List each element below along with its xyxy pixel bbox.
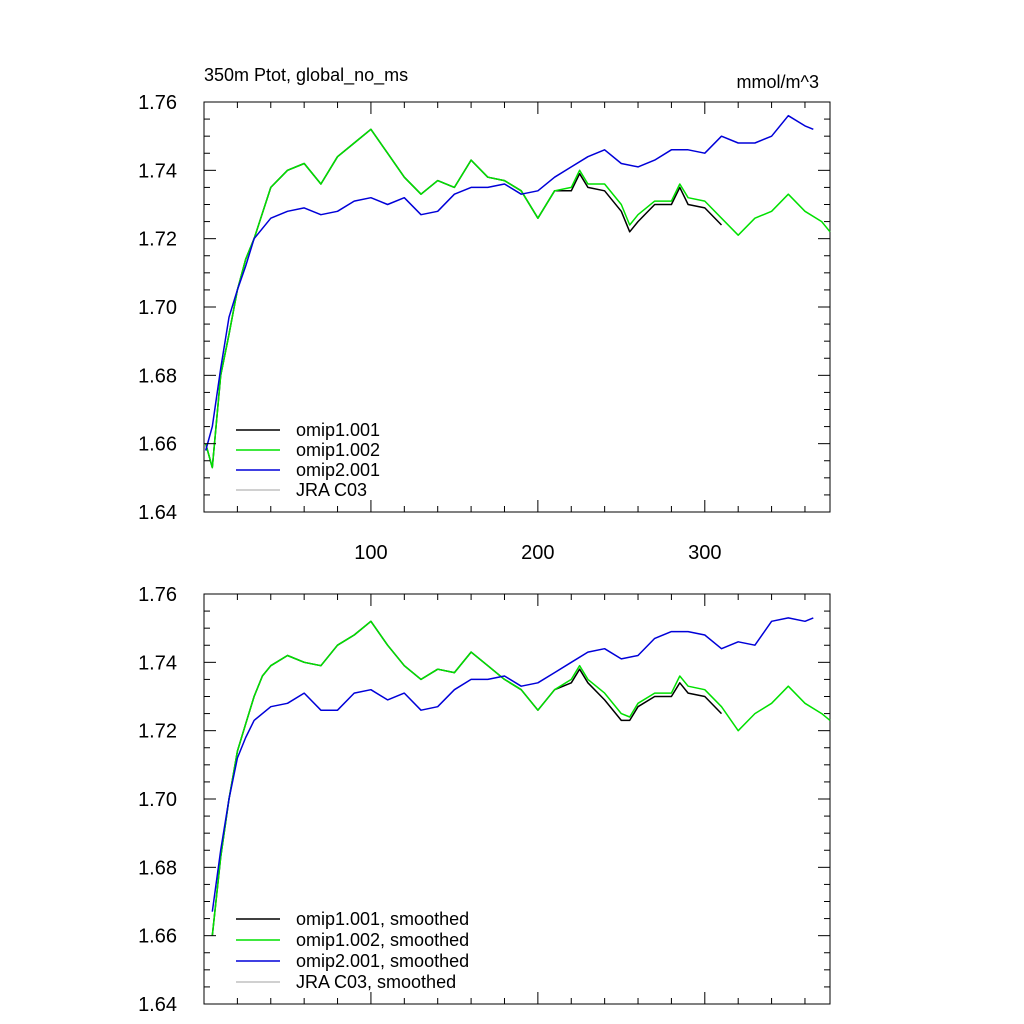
top-series-line-2 [204,114,814,451]
bottom-series-line-1 [211,620,831,936]
top-legend-label: omip2.001 [296,460,380,480]
top-ytick-label: 1.72 [138,229,177,251]
top-panel: 350m Ptot, global_no_ms mmol/m^3 1.641.6… [138,65,831,564]
top-xtick-label: 100 [354,542,387,564]
top-legend-label: JRA C03 [296,480,367,500]
top-ytick-label: 1.68 [138,365,177,387]
top-series-layer [204,114,831,469]
bottom-ytick-label: 1.70 [138,789,177,811]
bottom-ytick-label: 1.76 [138,584,177,606]
bottom-axis-ticks: 1.64 1.66 1.68 1.70 1.72 1.74 1.76 [138,584,830,1016]
bottom-series-layer [211,617,831,936]
top-ytick-label: 1.66 [138,434,177,456]
top-xtick-label: 200 [521,542,554,564]
bottom-legend-label: omip1.001, smoothed [296,909,469,929]
bottom-ytick-label: 1.66 [138,926,177,948]
top-ytick-label: 1.74 [138,160,177,182]
top-legend-label: omip1.002 [296,440,380,460]
bottom-legend-label: JRA C03, smoothed [296,972,456,992]
bottom-legend-label: omip2.001, smoothed [296,951,469,971]
bottom-series-line-0 [211,620,723,936]
top-series-line-1 [204,128,831,469]
bottom-legend-label: omip1.002, smoothed [296,930,469,950]
bottom-ytick-label: 1.68 [138,857,177,879]
bottom-ytick-label: 1.72 [138,721,177,743]
top-legend-label: omip1.001 [296,420,380,440]
top-ytick-label: 1.64 [138,502,177,524]
bottom-series-line-2 [211,617,814,912]
bottom-panel: 1.64 1.66 1.68 1.70 1.72 1.74 1.76 omip1.001, … [138,584,831,1016]
top-series-line-0 [204,128,723,469]
top-ytick-label: 1.70 [138,297,177,319]
top-panel-title: 350m Ptot, global_no_ms [204,65,408,86]
bottom-ytick-label: 1.74 [138,652,177,674]
top-xtick-label: 300 [688,542,721,564]
bottom-ytick-label: 1.64 [138,994,177,1016]
top-panel-units: mmol/m^3 [737,72,819,92]
top-axis-ticks: 1.64 1.66 1.68 1.70 1.72 1.74 1.76 100 200 300 [138,92,830,564]
top-ytick-label: 1.76 [138,92,177,114]
